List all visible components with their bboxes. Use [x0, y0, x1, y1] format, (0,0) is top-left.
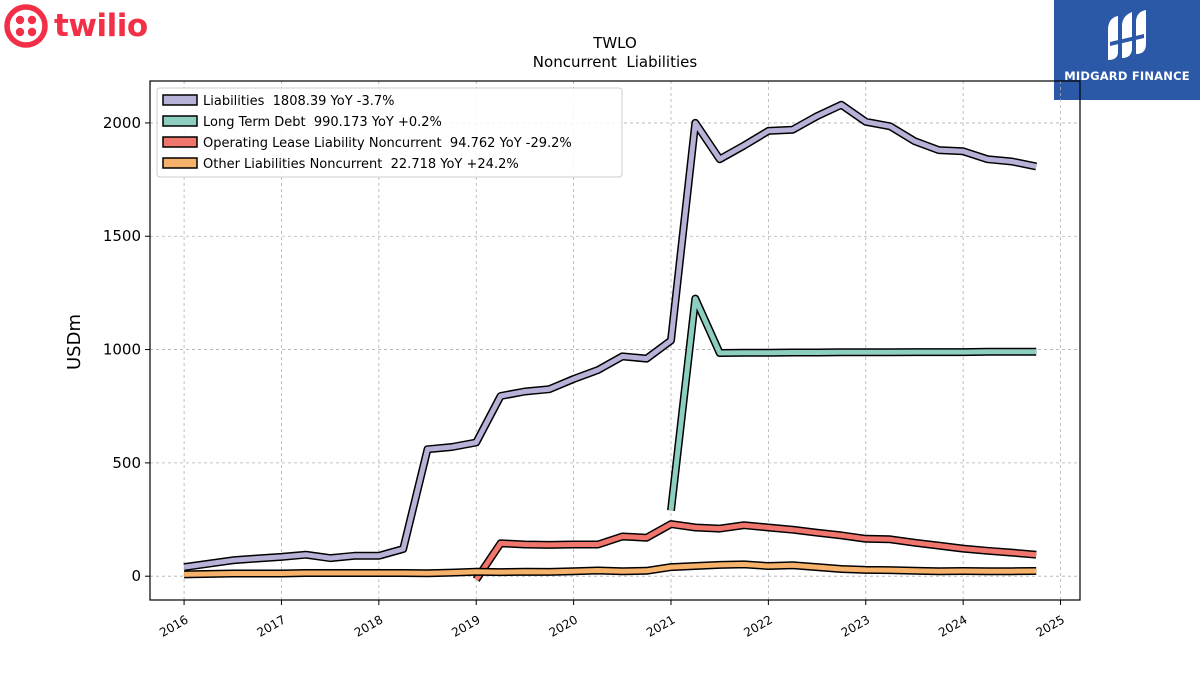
legend-swatch	[162, 157, 198, 169]
legend-swatch	[162, 136, 198, 148]
legend-box	[156, 87, 623, 178]
twilio-logo-icon	[4, 4, 48, 48]
legend-entry: Other Liabilities Noncurrent 22.718 YoY …	[203, 157, 519, 172]
legend-swatch	[162, 115, 198, 127]
midgard-emblem-icon	[1108, 10, 1146, 60]
legend-entry: Liabilities 1808.39 YoY -3.7%	[203, 94, 395, 109]
series-liabilities	[183, 100, 1037, 572]
series-line	[183, 102, 1037, 570]
x-tick-label: 2020	[547, 612, 580, 639]
series-operating_lease	[472, 520, 1037, 582]
series-line	[668, 296, 1037, 511]
x-tick-label: 2019	[449, 612, 482, 639]
x-tick-label: 2018	[352, 612, 385, 639]
chart-title: TWLO	[592, 34, 637, 52]
midgard-finance-logo: MIDGARD FINANCE	[1054, 0, 1200, 100]
series-outline	[667, 294, 1037, 511]
plot-frame	[149, 80, 1081, 601]
y-axis-label: USDm	[64, 314, 85, 370]
y-tick-label: 1500	[103, 227, 141, 245]
x-tick-label: 2025	[1034, 612, 1067, 639]
legend-swatch	[162, 94, 198, 106]
legend: Liabilities 1808.39 YoY -3.7% Long Term D…	[156, 87, 623, 178]
x-tick-label: 2017	[255, 612, 288, 639]
series-line	[184, 561, 1037, 577]
series-lines	[183, 100, 1037, 582]
legend-entry: Operating Lease Liability Noncurrent 94.…	[203, 136, 572, 151]
x-tick-label: 2021	[644, 612, 677, 639]
y-tick-label: 500	[112, 454, 141, 472]
x-tick-label: 2023	[839, 612, 872, 639]
y-tick-label: 1000	[103, 341, 141, 359]
twilio-logo: twilio	[4, 4, 148, 48]
series-other_liabilities	[184, 560, 1037, 579]
x-tick-label: 2024	[936, 612, 969, 639]
twilio-wordmark: twilio	[54, 8, 148, 44]
series-long_term_debt	[667, 294, 1037, 511]
legend-entry: Long Term Debt 990.173 YoY +0.2%	[203, 115, 442, 130]
x-tick-label: 2022	[741, 612, 774, 639]
x-tick-label: 2016	[157, 612, 190, 639]
y-tick-label: 0	[131, 567, 141, 585]
series-line	[474, 521, 1037, 581]
y-tick-label: 2000	[103, 114, 141, 132]
midgard-finance-label: MIDGARD FINANCE	[1064, 69, 1190, 83]
chart-subtitle: Noncurrent Liabilities	[533, 53, 698, 71]
